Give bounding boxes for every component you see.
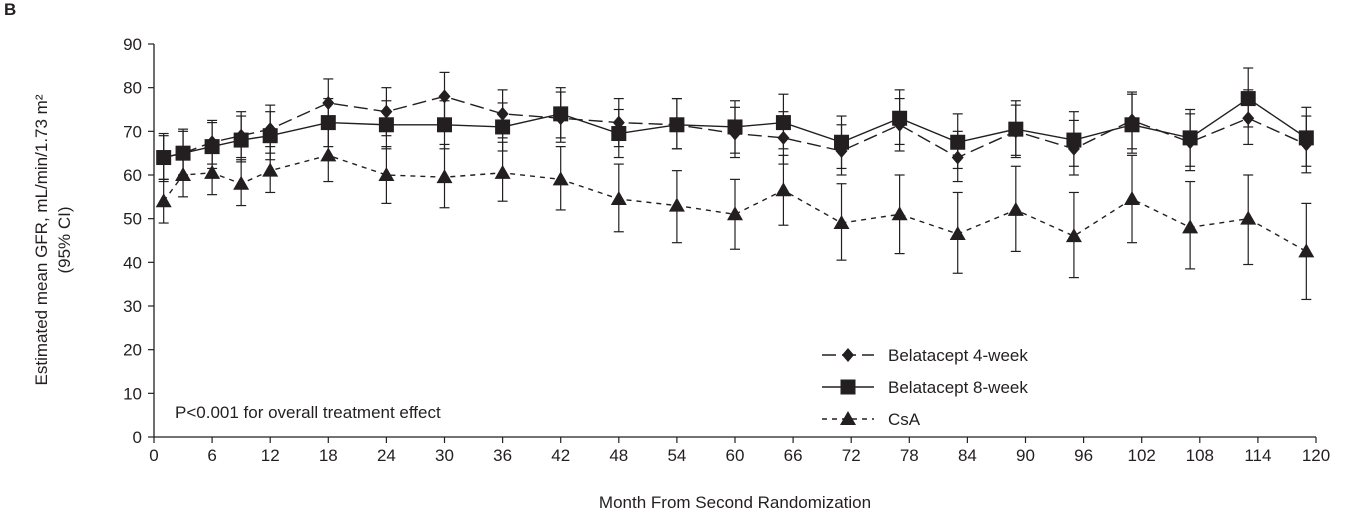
data-point-csa bbox=[320, 147, 336, 161]
p-value-annotation: P<0.001 for overall treatment effect bbox=[175, 403, 441, 422]
data-point-csa bbox=[1240, 211, 1256, 225]
x-tick-label: 84 bbox=[958, 446, 977, 465]
data-point-csa bbox=[156, 193, 172, 207]
data-point-csa bbox=[1124, 191, 1140, 205]
data-point-belatacept-4-week bbox=[952, 151, 964, 165]
data-point-belatacept-8-week bbox=[1125, 117, 1140, 132]
data-point-belatacept-4-week bbox=[380, 105, 392, 119]
x-tick-label: 72 bbox=[842, 446, 861, 465]
data-point-belatacept-8-week bbox=[611, 126, 626, 141]
data-point-belatacept-8-week bbox=[553, 106, 568, 121]
x-tick-label: 48 bbox=[609, 446, 628, 465]
x-tick-label: 0 bbox=[149, 446, 158, 465]
x-tick-label: 36 bbox=[493, 446, 512, 465]
x-tick-label: 12 bbox=[261, 446, 280, 465]
data-point-csa bbox=[1008, 202, 1024, 216]
data-point-csa bbox=[892, 206, 908, 220]
y-tick-label: 50 bbox=[123, 210, 142, 229]
y-tick-label: 10 bbox=[123, 384, 142, 403]
data-point-csa bbox=[233, 176, 249, 190]
data-point-belatacept-8-week bbox=[437, 117, 452, 132]
legend-label-belatacept-8-week: Belatacept 8-week bbox=[888, 378, 1028, 397]
data-point-belatacept-8-week bbox=[379, 117, 394, 132]
x-tick-label: 24 bbox=[377, 446, 396, 465]
data-point-belatacept-8-week bbox=[156, 150, 171, 165]
data-point-belatacept-8-week bbox=[1241, 91, 1256, 106]
x-tick-label: 42 bbox=[551, 446, 570, 465]
data-point-belatacept-8-week bbox=[1183, 130, 1198, 145]
legend-label-csa: CsA bbox=[888, 410, 921, 429]
x-tick-label: 60 bbox=[726, 446, 745, 465]
axes-layer: 0 6 12 18 24 30 36 42 48 54 60 66 72 78 84 90 96 102 108 11… bbox=[123, 35, 1330, 465]
x-tick-label: 78 bbox=[900, 446, 919, 465]
y-tick-label: 40 bbox=[123, 253, 142, 272]
x-tick-label: 54 bbox=[667, 446, 686, 465]
data-point-csa bbox=[950, 226, 966, 240]
data-point-csa bbox=[204, 165, 220, 179]
data-point-belatacept-8-week bbox=[176, 146, 191, 161]
x-tick-label: 114 bbox=[1244, 446, 1271, 465]
data-point-csa bbox=[1298, 243, 1314, 257]
data-point-csa bbox=[437, 169, 453, 183]
data-point-csa bbox=[378, 167, 394, 181]
x-tick-label: 108 bbox=[1186, 446, 1214, 465]
x-tick-label: 102 bbox=[1128, 446, 1156, 465]
data-point-csa bbox=[553, 171, 569, 185]
data-point-belatacept-8-week bbox=[1008, 122, 1023, 137]
x-tick-label: 18 bbox=[319, 446, 338, 465]
data-point-belatacept-8-week bbox=[263, 128, 278, 143]
data-point-csa bbox=[495, 165, 511, 179]
data-point-csa bbox=[611, 191, 627, 205]
x-tick-label: 120 bbox=[1302, 446, 1330, 465]
y-axis-label-line2: (95% CI) bbox=[55, 206, 74, 273]
y-tick-label: 60 bbox=[123, 166, 142, 185]
legend-marker-belatacept-4-week bbox=[842, 348, 854, 362]
x-tick-label: 90 bbox=[1016, 446, 1035, 465]
data-point-belatacept-8-week bbox=[950, 135, 965, 150]
data-point-belatacept-4-week bbox=[497, 107, 509, 121]
data-point-csa bbox=[175, 167, 191, 181]
x-tick-label: 30 bbox=[435, 446, 454, 465]
legend-marker-csa bbox=[840, 411, 856, 425]
x-tick-label: 66 bbox=[784, 446, 803, 465]
y-tick-label: 0 bbox=[133, 428, 142, 447]
legend-marker-belatacept-8-week bbox=[841, 380, 856, 395]
data-point-csa bbox=[775, 182, 791, 196]
data-point-belatacept-8-week bbox=[669, 117, 684, 132]
data-point-belatacept-8-week bbox=[1066, 133, 1081, 148]
legend: Belatacept 4-week Belatacept 8-week CsA bbox=[822, 346, 1028, 429]
legend-label-belatacept-4-week: Belatacept 4-week bbox=[888, 346, 1028, 365]
data-point-belatacept-8-week bbox=[205, 139, 220, 154]
data-point-belatacept-8-week bbox=[834, 135, 849, 150]
data-point-csa bbox=[1066, 228, 1082, 242]
data-point-csa bbox=[669, 198, 685, 212]
y-tick-label: 90 bbox=[123, 35, 142, 54]
data-point-belatacept-8-week bbox=[728, 119, 743, 134]
y-tick-label: 80 bbox=[123, 79, 142, 98]
y-tick-label: 20 bbox=[123, 341, 142, 360]
data-point-belatacept-8-week bbox=[892, 111, 907, 126]
x-axis-label: Month From Second Randomization bbox=[599, 493, 871, 512]
data-point-csa bbox=[834, 215, 850, 229]
data-point-belatacept-4-week bbox=[1242, 111, 1254, 125]
x-tick-label: 6 bbox=[207, 446, 216, 465]
data-point-csa bbox=[1182, 219, 1198, 233]
y-tick-label: 30 bbox=[123, 297, 142, 316]
y-tick-label: 70 bbox=[123, 122, 142, 141]
data-point-belatacept-8-week bbox=[1299, 130, 1314, 145]
y-axis-label-line1: Estimated mean GFR, mL/min/1.73 m² bbox=[32, 94, 51, 385]
data-point-belatacept-4-week bbox=[777, 131, 789, 145]
data-point-belatacept-8-week bbox=[495, 119, 510, 134]
data-point-belatacept-8-week bbox=[321, 115, 336, 130]
data-point-belatacept-8-week bbox=[234, 133, 249, 148]
data-point-belatacept-8-week bbox=[776, 115, 791, 130]
x-tick-label: 96 bbox=[1074, 446, 1093, 465]
